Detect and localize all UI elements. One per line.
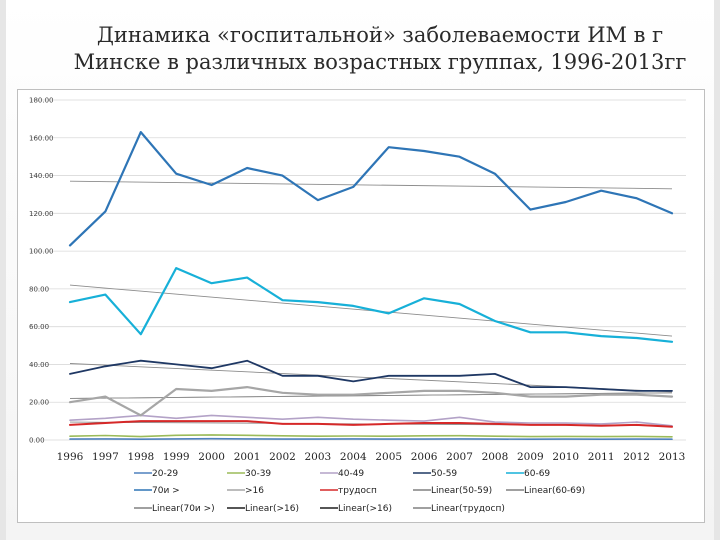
legend-label: Linear(>16) — [338, 504, 392, 514]
slide-title: Динамика «госпитальной» заболеваемости И… — [40, 22, 720, 76]
y-axis-ticks: 0.00 20.00 40.00 60.00 80.00 100.00 120.00 140.… — [29, 97, 54, 445]
legend-label: Linear(70и >) — [152, 504, 215, 514]
x-tick-label: 2000 — [198, 451, 225, 463]
x-tick-label: 2003 — [305, 451, 332, 463]
y-tick-label: 0.00 — [29, 437, 45, 445]
legend-label: Linear(>16) — [245, 504, 299, 514]
legend-label: 30-39 — [245, 469, 271, 479]
y-tick-label: 140.00 — [29, 172, 54, 180]
legend-label: 50-59 — [431, 469, 457, 479]
x-tick-label: 1997 — [92, 451, 119, 463]
series-line — [68, 130, 674, 247]
legend-label: 20-29 — [152, 469, 178, 479]
trendline — [69, 392, 673, 399]
series-line — [69, 420, 673, 428]
gridlines — [30, 99, 686, 441]
legend-label: >16 — [245, 486, 264, 496]
x-tick-label: 2004 — [340, 451, 367, 463]
x-tick-label: 2008 — [482, 451, 509, 463]
x-tick-label: 1996 — [57, 451, 84, 463]
y-tick-label: 100.00 — [29, 248, 54, 256]
x-tick-label: 2002 — [269, 451, 296, 463]
x-tick-label: 2005 — [375, 451, 402, 463]
legend-label: 70и > — [152, 486, 180, 496]
series-line — [69, 434, 673, 438]
x-tick-label: 2007 — [446, 451, 473, 463]
series-line — [68, 386, 674, 417]
legend-label: Linear(трудосп) — [431, 504, 505, 514]
x-tick-label: 2013 — [659, 451, 686, 463]
trendline — [69, 180, 673, 190]
x-tick-label: 1998 — [127, 451, 154, 463]
x-tick-label: 2009 — [517, 451, 544, 463]
y-tick-label: 60.00 — [29, 323, 49, 331]
trendlines — [69, 180, 673, 427]
legend: 20-29 30-39 40-49 50-59 60-69 70и > >16 трудосп… — [134, 469, 585, 514]
x-tick-label: 1999 — [163, 451, 190, 463]
series-line — [69, 437, 673, 441]
slide-right-border — [714, 0, 720, 540]
y-tick-label: 120.00 — [29, 210, 54, 218]
x-tick-label: 2012 — [623, 451, 650, 463]
y-tick-label: 80.00 — [29, 285, 49, 293]
x-tick-label: 2011 — [588, 451, 615, 463]
x-tick-label: 2006 — [411, 451, 438, 463]
x-tick-label: 2010 — [552, 451, 579, 463]
slide-title-line2: Минске в различных возрастных группах, 1… — [73, 50, 687, 74]
y-tick-label: 160.00 — [29, 134, 54, 142]
chart-area: 0.00 20.00 40.00 60.00 80.00 100.00 120.00 140.… — [17, 89, 705, 523]
legend-label: 40-49 — [338, 469, 364, 479]
series-lines — [68, 130, 674, 441]
legend-label: Linear(50-59) — [431, 486, 492, 496]
y-tick-label: 180.00 — [29, 97, 54, 105]
line-chart: 0.00 20.00 40.00 60.00 80.00 100.00 120.00 140.… — [29, 97, 686, 514]
legend-label: 60-69 — [524, 469, 550, 479]
x-tick-label: 2001 — [234, 451, 261, 463]
y-tick-label: 20.00 — [29, 399, 49, 407]
series-line — [69, 359, 673, 392]
series-line — [68, 267, 674, 343]
series-line — [69, 414, 673, 427]
y-tick-label: 40.00 — [29, 361, 49, 369]
x-axis-ticks: 1996 1997 1998 1999 2000 2001 2002 2003 2004 2005… — [57, 451, 686, 463]
legend-label: Linear(60-69) — [524, 486, 585, 496]
legend-label: трудосп — [338, 486, 377, 496]
slide-title-line1: Динамика «госпитальной» заболеваемости И… — [96, 23, 664, 47]
slide-left-border — [0, 0, 6, 540]
